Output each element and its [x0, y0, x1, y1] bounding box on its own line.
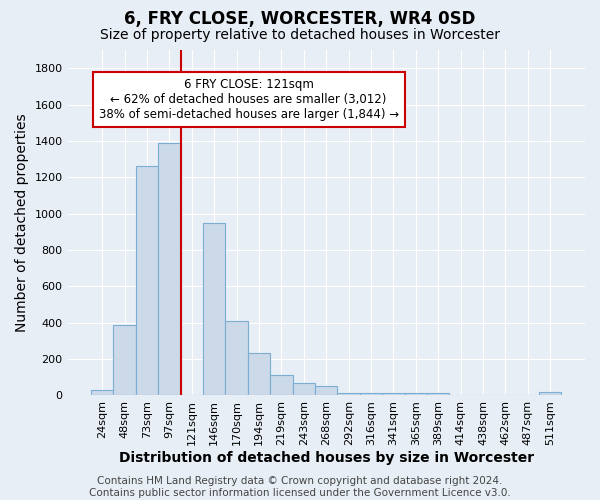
Bar: [315, 386, 337, 396]
Bar: [337, 392, 360, 396]
Text: Contains HM Land Registry data © Crown copyright and database right 2024.
Contai: Contains HM Land Registry data © Crown c…: [89, 476, 511, 498]
Bar: [427, 392, 449, 396]
Bar: [203, 222, 226, 396]
Bar: [293, 382, 315, 396]
X-axis label: Distribution of detached houses by size in Worcester: Distribution of detached houses by size …: [119, 451, 534, 465]
Bar: [91, 390, 113, 396]
Bar: [158, 142, 181, 396]
Text: Size of property relative to detached houses in Worcester: Size of property relative to detached ho…: [100, 28, 500, 42]
Text: 6, FRY CLOSE, WORCESTER, WR4 0SD: 6, FRY CLOSE, WORCESTER, WR4 0SD: [124, 10, 476, 28]
Bar: [113, 324, 136, 396]
Bar: [404, 392, 427, 396]
Y-axis label: Number of detached properties: Number of detached properties: [15, 114, 29, 332]
Bar: [136, 166, 158, 396]
Bar: [539, 392, 562, 396]
Text: 6 FRY CLOSE: 121sqm
← 62% of detached houses are smaller (3,012)
38% of semi-det: 6 FRY CLOSE: 121sqm ← 62% of detached ho…: [98, 78, 399, 120]
Bar: [360, 392, 382, 396]
Bar: [270, 374, 293, 396]
Bar: [382, 392, 404, 396]
Bar: [248, 352, 270, 396]
Bar: [226, 321, 248, 396]
